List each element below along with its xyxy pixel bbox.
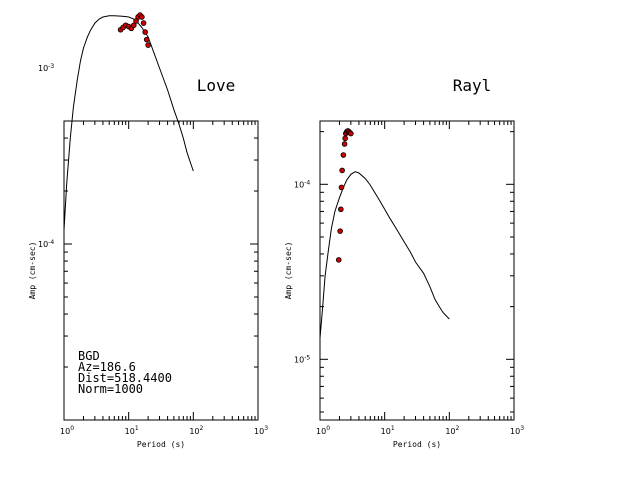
x-tick-label: 102 xyxy=(445,425,459,436)
data-point xyxy=(338,206,344,213)
station-annotation: Norm=1000 xyxy=(78,382,143,396)
y-axis-label: Amp (cm-sec) xyxy=(284,242,293,300)
y-tick-label: 10-3 xyxy=(38,63,54,73)
plot-title: Love xyxy=(197,76,236,95)
data-point xyxy=(145,42,151,48)
data-point xyxy=(342,135,348,142)
x-tick-label: 103 xyxy=(510,425,524,436)
x-tick-label: 101 xyxy=(381,425,395,436)
series-line xyxy=(319,171,450,339)
data-point xyxy=(340,152,347,158)
x-tick-label: 100 xyxy=(60,425,74,436)
y-tick-label: 10-4 xyxy=(294,179,310,189)
station-annotation: Dist=518.4400 xyxy=(78,371,172,385)
data-point xyxy=(337,228,343,234)
data-point xyxy=(140,20,147,26)
y-tick-label: 10-5 xyxy=(294,354,310,364)
y-tick-label: 10-4 xyxy=(38,239,54,249)
data-point xyxy=(143,36,150,43)
plot-frame xyxy=(319,120,515,421)
data-point xyxy=(130,22,137,29)
x-tick-label: 100 xyxy=(316,425,330,436)
station-annotation: BGD xyxy=(78,349,100,363)
x-tick-label: 102 xyxy=(189,425,203,436)
data-point xyxy=(348,130,354,137)
x-axis-label: Period (s) xyxy=(393,440,441,449)
plot-title: Rayl xyxy=(453,76,492,95)
series-line xyxy=(63,15,194,231)
y-axis-label: Amp (cm-sec) xyxy=(28,242,37,300)
station-annotation: Az=186.6 xyxy=(78,360,136,374)
data-point xyxy=(142,29,148,35)
data-point xyxy=(339,167,345,174)
x-axis-label: Period (s) xyxy=(137,440,185,449)
plot-frame xyxy=(63,120,259,421)
data-point xyxy=(341,141,348,147)
x-tick-label: 103 xyxy=(254,425,268,436)
x-tick-label: 101 xyxy=(125,425,139,436)
data-point xyxy=(335,257,342,263)
data-point xyxy=(139,14,145,20)
data-point xyxy=(338,184,345,191)
